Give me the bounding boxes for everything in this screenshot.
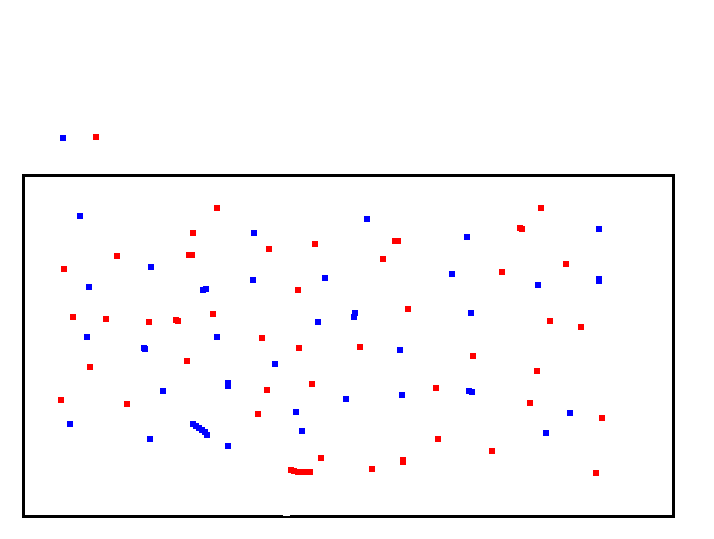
scatter-point-red	[299, 469, 305, 475]
scatter-point-red	[578, 324, 584, 330]
scatter-point-blue	[399, 392, 405, 398]
scatter-point-red	[534, 368, 540, 374]
scatter-point-blue	[596, 226, 602, 232]
scatter-point-blue	[225, 443, 231, 449]
scatter-point-red	[489, 448, 495, 454]
scatter-point-red	[380, 256, 386, 262]
scatter-point-blue	[86, 284, 92, 290]
scatter-point-red	[307, 469, 313, 475]
legend-marker-red	[93, 134, 99, 140]
scatter-point-red	[303, 469, 309, 475]
scatter-point-red	[291, 468, 297, 474]
scatter-point-blue	[214, 334, 220, 340]
scatter-point-blue	[567, 410, 573, 416]
legend-marker-blue	[60, 135, 66, 141]
scatter-point-red	[435, 436, 441, 442]
scatter-point-red	[433, 385, 439, 391]
plot-area	[22, 174, 675, 518]
scatter-point-blue	[148, 264, 154, 270]
scatter-point-red	[405, 306, 411, 312]
scatter-point-blue	[364, 216, 370, 222]
scatter-point-red	[470, 353, 476, 359]
scatter-point-red	[318, 455, 324, 461]
scatter-point-blue	[596, 278, 602, 284]
scatter-point-blue	[147, 436, 153, 442]
scatter-point-blue	[293, 409, 299, 415]
scatter-point-red	[499, 269, 505, 275]
scatter-point-blue	[352, 310, 358, 316]
scatter-point-red	[114, 253, 120, 259]
scatter-point-blue	[299, 428, 305, 434]
scatter-point-blue	[142, 346, 148, 352]
scatter-point-blue	[397, 347, 403, 353]
scatter-point-red	[146, 319, 152, 325]
scatter-point-blue	[322, 275, 328, 281]
scatter-point-red	[214, 205, 220, 211]
scatter-point-red	[369, 466, 375, 472]
scatter-point-red	[538, 205, 544, 211]
scatter-point-red	[189, 252, 195, 258]
scatter-point-red	[563, 261, 569, 267]
scatter-point-red	[527, 400, 533, 406]
scatter-point-blue	[160, 388, 166, 394]
scatter-point-red	[255, 411, 261, 417]
scatter-point-blue	[251, 230, 257, 236]
scatter-point-red	[309, 381, 315, 387]
scatter-point-blue	[469, 389, 475, 395]
scatter-point-red	[87, 364, 93, 370]
scatter-point-red	[395, 238, 401, 244]
scatter-point-blue	[204, 432, 210, 438]
scatter-point-red	[259, 335, 265, 341]
scatter-point-blue	[77, 213, 83, 219]
scatter-point-red	[357, 344, 363, 350]
scatter-point-blue	[468, 310, 474, 316]
scatter-point-red	[295, 469, 301, 475]
scatter-point-red	[210, 311, 216, 317]
scatter-point-red	[295, 287, 301, 293]
scatter-point-blue	[543, 430, 549, 436]
scatter-point-red	[175, 318, 181, 324]
scatter-point-blue	[351, 314, 357, 320]
scatter-point-blue	[315, 319, 321, 325]
scatter-point-red	[400, 459, 406, 465]
scatter-point-red	[190, 230, 196, 236]
scatter-point-red	[593, 470, 599, 476]
scatter-point-red	[296, 345, 302, 351]
scatter-point-red	[103, 316, 109, 322]
scatter-point-red	[70, 314, 76, 320]
scatter-point-red	[519, 226, 525, 232]
scatter-point-red	[124, 401, 130, 407]
scatter-point-red	[61, 266, 67, 272]
scatter-point-red	[58, 397, 64, 403]
scatter-point-red	[264, 387, 270, 393]
scatter-point-blue	[343, 396, 349, 402]
scatter-point-blue	[203, 286, 209, 292]
scatter-point-blue	[250, 277, 256, 283]
scatter-point-red	[312, 241, 318, 247]
scatter-point-blue	[272, 361, 278, 367]
scatter-point-blue	[84, 334, 90, 340]
scatter-point-blue	[464, 234, 470, 240]
scatter-point-red	[184, 358, 190, 364]
scatter-point-red	[599, 415, 605, 421]
scatter-point-blue	[535, 282, 541, 288]
scatter-point-blue	[225, 383, 231, 389]
frame-gap	[283, 513, 290, 516]
scatter-point-red	[266, 246, 272, 252]
scatter-point-red	[547, 318, 553, 324]
scatter-point-blue	[67, 421, 73, 427]
scatter-point-blue	[449, 271, 455, 277]
